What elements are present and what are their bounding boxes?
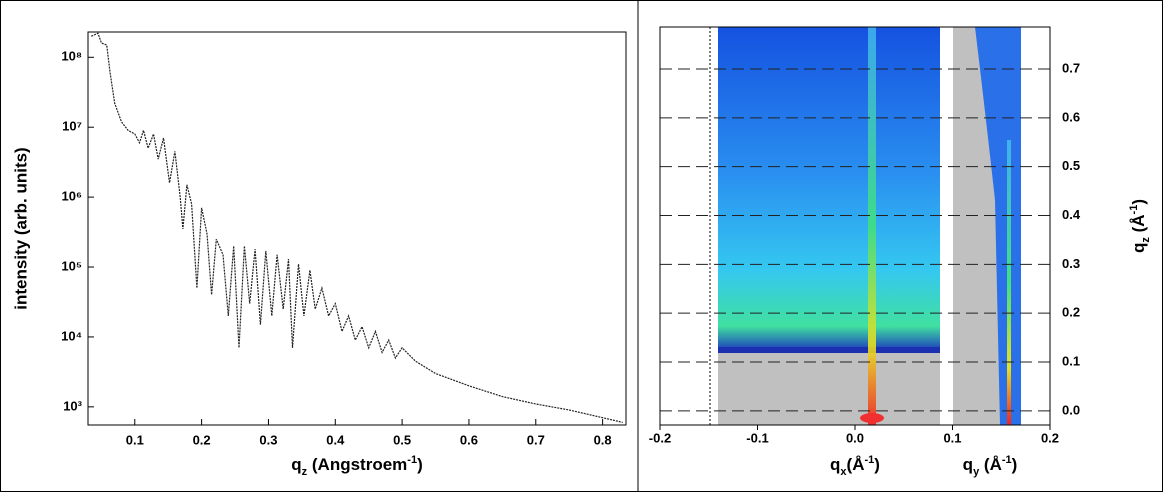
label-part: -1 bbox=[865, 454, 875, 466]
x-tick-label: 0.8 bbox=[594, 432, 612, 447]
label-part: -1 bbox=[1128, 205, 1140, 215]
y-tick-label: 10⁴ bbox=[61, 328, 82, 343]
x-tick-label: 0.1 bbox=[943, 430, 961, 445]
x-tick-label: 0.6 bbox=[460, 432, 478, 447]
label-part: -1 bbox=[1002, 454, 1012, 466]
label-part: q bbox=[963, 455, 973, 474]
y-tick-label: 0.4 bbox=[1062, 207, 1081, 222]
x-tick-label: 0.7 bbox=[527, 432, 545, 447]
axis-label: qz (Angstroem-1) bbox=[291, 454, 422, 478]
y-tick-label: 10⁵ bbox=[61, 258, 82, 273]
qy-rod bbox=[1007, 140, 1011, 425]
y-tick-label: 0.5 bbox=[1062, 158, 1080, 173]
y-tick-label: 0.2 bbox=[1062, 305, 1080, 320]
label-part: z bbox=[302, 466, 308, 478]
x-tick-label: -0.1 bbox=[746, 430, 768, 445]
map-qx-edge bbox=[718, 347, 940, 353]
label-part: y bbox=[973, 466, 980, 478]
x-tick-label: 0.3 bbox=[259, 432, 277, 447]
axis-label: qx(Å-1) bbox=[830, 454, 880, 478]
x-tick-label: -0.2 bbox=[649, 430, 671, 445]
label-part: q bbox=[1129, 243, 1148, 253]
y-tick-label: 0.6 bbox=[1062, 109, 1080, 124]
y-tick-label: 10⁶ bbox=[62, 189, 82, 204]
specular-spot bbox=[860, 413, 884, 423]
x-tick-label: 0.0 bbox=[846, 430, 864, 445]
label-part: ) bbox=[874, 455, 880, 474]
label-part: q bbox=[291, 455, 301, 474]
y-axis-label: intensity (arb. units) bbox=[11, 147, 30, 309]
map-qx-shadow bbox=[718, 352, 940, 425]
label-part: (Å bbox=[1129, 214, 1148, 237]
label-part: q bbox=[830, 455, 840, 474]
y-tick-label: 0.0 bbox=[1062, 402, 1080, 417]
x-tick-label: 0.1 bbox=[126, 432, 144, 447]
label-part: ) bbox=[1129, 199, 1148, 205]
label-part: (Å bbox=[847, 455, 865, 474]
y-tick-label: 0.1 bbox=[1062, 353, 1080, 368]
x-tick-label: 0.2 bbox=[193, 432, 211, 447]
y-tick-label: 10⁸ bbox=[61, 49, 82, 64]
label-part: z bbox=[1140, 237, 1152, 243]
data-line bbox=[91, 32, 623, 423]
y-tick-label: 10⁷ bbox=[62, 119, 82, 134]
axis-label: qy (Å-1) bbox=[963, 454, 1018, 478]
x-tick-label: 0.2 bbox=[1041, 430, 1059, 445]
x-tick-label: 0.4 bbox=[326, 432, 345, 447]
label-part: -1 bbox=[407, 454, 417, 466]
plot-area bbox=[87, 31, 627, 426]
label-part: (Å bbox=[979, 455, 1002, 474]
label-part: ) bbox=[1012, 455, 1018, 474]
map-qx bbox=[718, 27, 940, 352]
specular-rod bbox=[868, 27, 876, 425]
x-tick-label: 0.5 bbox=[393, 432, 411, 447]
y-tick-label: 0.7 bbox=[1062, 60, 1080, 75]
label-part: (Angstroem bbox=[307, 455, 407, 474]
axis-label: qz (Å-1) bbox=[1128, 199, 1152, 253]
y-tick-label: 10³ bbox=[63, 398, 82, 413]
label-part: ) bbox=[417, 455, 423, 474]
y-tick-label: 0.3 bbox=[1062, 256, 1080, 271]
label-part: x bbox=[840, 466, 847, 478]
